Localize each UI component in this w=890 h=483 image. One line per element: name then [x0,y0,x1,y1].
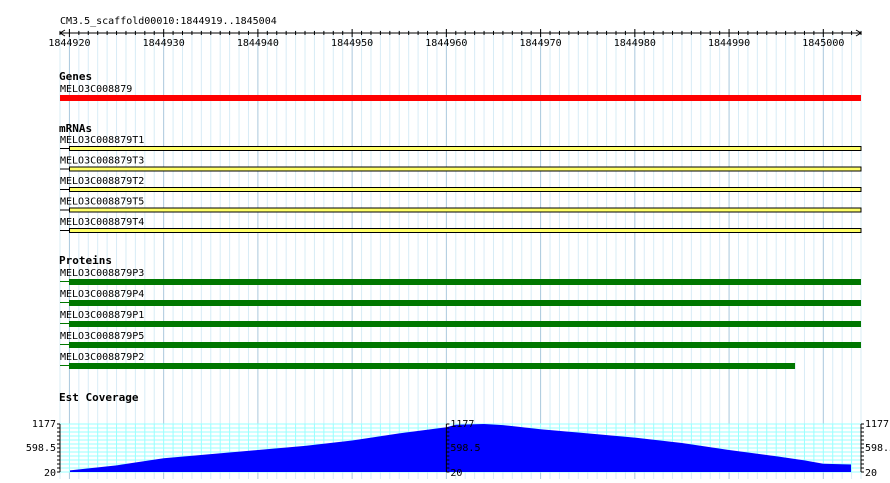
protein-feature[interactable]: MELO3C008879P3 [60,268,861,285]
coverage-left-axis-label: 1177 [32,419,56,430]
ruler-tick-label: 1844960 [425,38,467,49]
gene-feature[interactable]: MELO3C008879 [60,84,861,101]
coverage-area [70,424,851,472]
mrnas-track: MELO3C008879T1 MELO3C008879T3 MELO3C008879… [60,135,862,233]
gene-feature-label: MELO3C008879 [60,84,132,95]
gene-feature-bar[interactable] [60,95,861,101]
genes-track: MELO3C008879 [60,84,861,101]
coverage-left-axis-label: 598.5 [26,443,56,454]
ruler-tick-label: 1844940 [237,38,279,49]
mrna-feature-bar[interactable] [69,207,862,213]
mrna-feature-bar[interactable] [69,146,862,151]
coverage-right-axis-label: 20 [865,468,877,479]
protein-feature-bar[interactable] [69,300,861,306]
est-coverage-track: 1177 598.5 20 1177 598.5 20 1177 598.5 20 [26,419,890,479]
protein-feature[interactable]: MELO3C008879P1 [60,310,861,327]
ruler-tick-label: 1845000 [802,38,844,49]
ruler-tick-label: 1844990 [708,38,750,49]
mrna-feature[interactable]: MELO3C008879T4 [60,217,862,233]
protein-feature[interactable]: MELO3C008879P5 [60,331,861,348]
protein-feature-label: MELO3C008879P3 [60,268,144,279]
ruler-tick-label: 1844930 [143,38,185,49]
ruler-tick-label: 1844970 [520,38,562,49]
coverage-right-axis-label: 598.5 [865,443,890,454]
protein-feature-label: MELO3C008879P1 [60,310,144,321]
protein-feature-label: MELO3C008879P5 [60,331,144,342]
proteins-track-title: Proteins [59,254,112,267]
coverage-center-axis-label: 20 [450,468,462,479]
mrna-feature-label: MELO3C008879T3 [60,156,144,167]
protein-feature-bar[interactable] [69,342,861,348]
genes-track-title: Genes [59,70,92,83]
mrna-feature-bar[interactable] [69,166,862,172]
protein-feature[interactable]: MELO3C008879P2 [60,352,796,369]
coordinate-ruler[interactable]: 1844920 1844930 1844940 1844950 1844960 18449… [48,29,862,49]
mrna-feature-label: MELO3C008879T1 [60,135,144,146]
coverage-right-axis-label: 1177 [865,419,889,430]
ruler-tick-label: 1844920 [48,38,90,49]
location-label: CM3.5_scaffold00010:1844919..1845004 [60,16,277,27]
mrna-feature[interactable]: MELO3C008879T3 [60,156,862,172]
protein-feature-bar[interactable] [69,321,861,327]
protein-feature-bar[interactable] [69,363,796,369]
mrna-feature-label: MELO3C008879T5 [60,197,144,208]
ruler-tick-label: 1844980 [614,38,656,49]
mrna-feature-bar[interactable] [69,228,862,233]
coverage-center-axis-label: 598.5 [450,443,480,454]
mrna-feature-label: MELO3C008879T2 [60,176,144,187]
background-grid [59,30,862,479]
mrnas-track-title: mRNAs [59,122,92,135]
mrna-feature-label: MELO3C008879T4 [60,217,144,228]
mrna-feature[interactable]: MELO3C008879T1 [60,135,862,151]
protein-feature-label: MELO3C008879P2 [60,352,144,363]
ruler-tick-label: 1844950 [331,38,373,49]
coverage-track-title: Est Coverage [59,391,139,404]
protein-feature[interactable]: MELO3C008879P4 [60,289,861,306]
protein-feature-label: MELO3C008879P4 [60,289,144,300]
mrna-feature[interactable]: MELO3C008879T2 [60,176,862,192]
mrna-feature-bar[interactable] [69,187,862,192]
protein-feature-bar[interactable] [69,279,861,285]
mrna-feature[interactable]: MELO3C008879T5 [60,197,862,213]
coverage-center-axis-label: 1177 [450,419,474,430]
proteins-track: MELO3C008879P3 MELO3C008879P4 MELO3C008879… [60,268,861,369]
coverage-left-axis-label: 20 [44,468,56,479]
